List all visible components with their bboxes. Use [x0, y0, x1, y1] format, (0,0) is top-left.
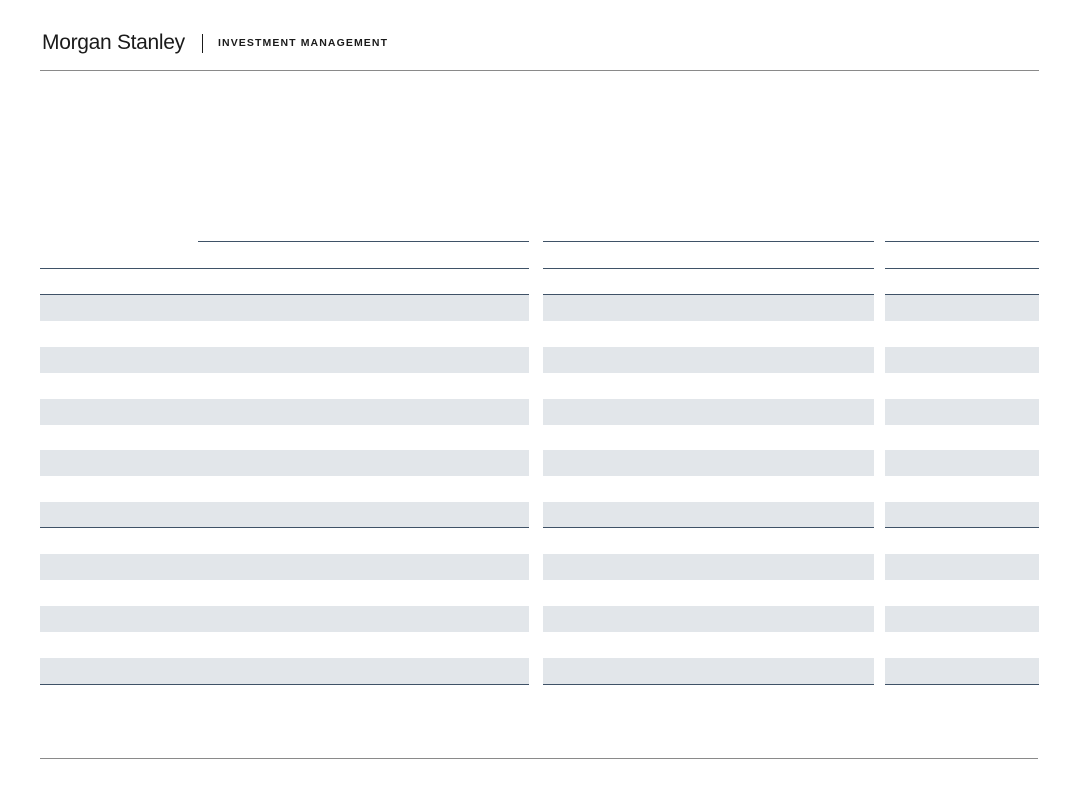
table-row-shaded — [885, 658, 1039, 684]
table-body-top-rule — [885, 294, 1039, 295]
table-header-rule — [40, 268, 529, 269]
table-row-shaded — [40, 399, 529, 425]
table-row-shaded — [40, 450, 529, 476]
footer-rule — [40, 758, 1038, 759]
column-group-rule — [198, 241, 529, 242]
table-section-rule — [40, 527, 529, 528]
table-row-shaded — [543, 502, 874, 528]
table-section-rule — [543, 527, 874, 528]
table-row-shaded — [543, 554, 874, 580]
table-row-shaded — [40, 502, 529, 528]
table-row-shaded — [543, 606, 874, 632]
table-bottom-rule — [543, 684, 874, 685]
table-row-shaded — [885, 502, 1039, 528]
table-row-shaded — [543, 295, 874, 321]
column-group-rule — [543, 241, 874, 242]
table-header-rule — [885, 268, 1039, 269]
table-row-shaded — [40, 295, 529, 321]
table-body-top-rule — [543, 294, 874, 295]
table-row-shaded — [543, 658, 874, 684]
table-row-shaded — [40, 347, 529, 373]
table-row-shaded — [885, 450, 1039, 476]
table-body-top-rule — [40, 294, 529, 295]
table-row-shaded — [40, 658, 529, 684]
table-row-shaded — [885, 606, 1039, 632]
table-bottom-rule — [885, 684, 1039, 685]
table-row-shaded — [543, 399, 874, 425]
table-row-shaded — [40, 606, 529, 632]
table-section-rule — [885, 527, 1039, 528]
table-bottom-rule — [40, 684, 529, 685]
header-rule — [40, 70, 1039, 71]
division-name: INVESTMENT MANAGEMENT — [218, 37, 389, 49]
table-row-shaded — [885, 347, 1039, 373]
table-row-shaded — [885, 399, 1039, 425]
logo-divider — [202, 34, 203, 53]
table-row-shaded — [40, 554, 529, 580]
table-header-rule — [543, 268, 874, 269]
table-row-shaded — [885, 295, 1039, 321]
table-row-shaded — [543, 450, 874, 476]
column-group-rule — [885, 241, 1039, 242]
table-row-shaded — [543, 347, 874, 373]
table-row-shaded — [885, 554, 1039, 580]
page-header: Morgan Stanley INVESTMENT MANAGEMENT — [0, 0, 1080, 71]
brand-logo-wordmark: Morgan Stanley — [42, 31, 185, 54]
